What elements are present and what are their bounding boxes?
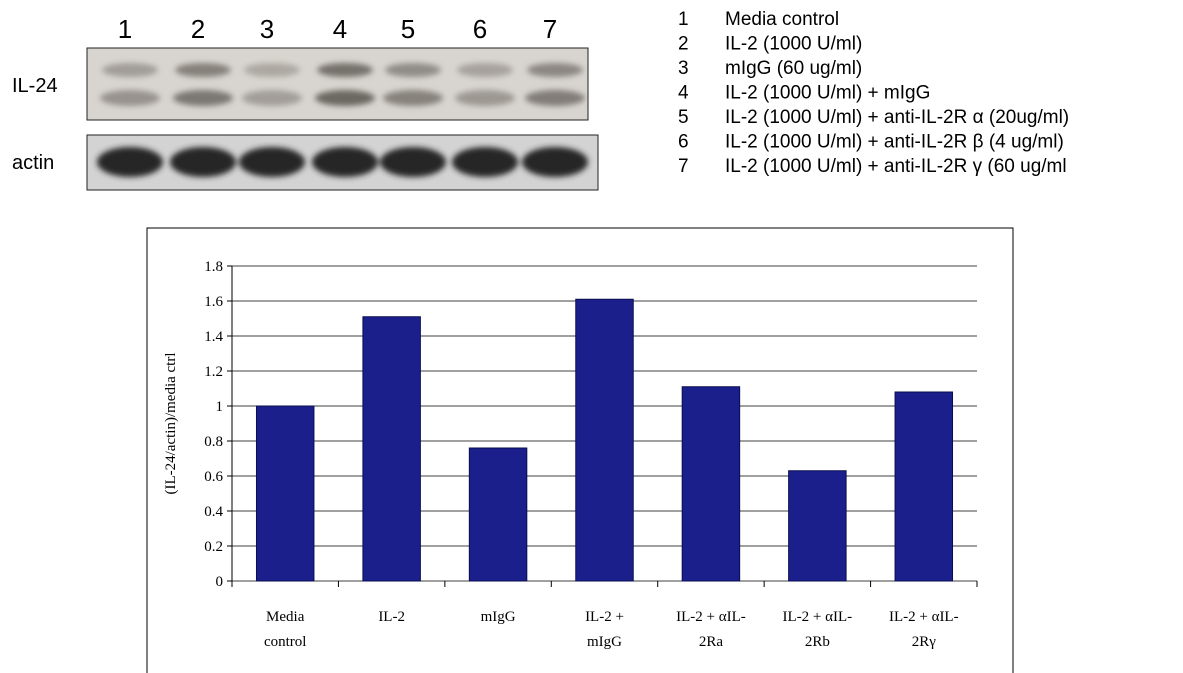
x-tick-label: 2Rγ (912, 634, 937, 650)
lane-number: 2 (191, 14, 205, 44)
legend-text: mIgG (60 ug/ml) (725, 58, 862, 79)
x-tick-label: 2Ra (699, 634, 724, 650)
band (173, 90, 233, 106)
x-tick-label: IL-2 + αIL- (676, 609, 746, 625)
band (102, 63, 158, 77)
band (383, 90, 443, 106)
band (312, 147, 378, 177)
legend-text: IL-2 (1000 U/ml) + anti-IL-2R α (20ug/ml… (725, 107, 1069, 128)
x-tick-label: 2Rb (805, 634, 830, 650)
band (175, 63, 231, 77)
legend-text: IL-2 (1000 U/ml) + anti-IL-2R β (4 ug/ml… (725, 132, 1064, 153)
lane-number: 1 (118, 14, 132, 44)
band (452, 147, 518, 177)
band (522, 147, 588, 177)
legend-number: 2 (678, 34, 689, 55)
y-tick-label: 0.4 (204, 504, 223, 520)
bar (681, 386, 741, 582)
legend-number: 7 (678, 156, 689, 177)
band (317, 63, 373, 77)
band (385, 63, 441, 77)
y-tick-label: 0 (216, 574, 224, 590)
legend-number: 4 (678, 83, 689, 104)
row-label: actin (12, 152, 54, 174)
legend-text: Media control (725, 9, 839, 30)
band (244, 63, 300, 77)
x-tick-label: IL-2 + αIL- (889, 609, 959, 625)
bar (575, 298, 634, 582)
x-tick-label: Media (266, 609, 305, 625)
legend-text: IL-2 (1000 U/ml) (725, 34, 862, 55)
chart-frame (146, 227, 1014, 673)
x-tick-label: IL-2 (378, 609, 405, 625)
y-tick-label: 0.8 (204, 434, 223, 450)
y-tick-label: 1.8 (204, 259, 223, 275)
y-tick-label: 1 (216, 399, 224, 415)
lane-number: 6 (473, 14, 487, 44)
band (100, 90, 160, 106)
bar (362, 316, 421, 582)
row-label: IL-24 (12, 75, 58, 97)
band (455, 90, 515, 106)
band (97, 147, 163, 177)
band (525, 90, 585, 106)
bar (788, 470, 847, 582)
x-tick-label: IL-2 + αIL- (783, 609, 853, 625)
x-tick-label: IL-2 + (585, 609, 624, 625)
lane-number: 7 (543, 14, 557, 44)
y-tick-label: 0.6 (204, 469, 223, 485)
band (380, 147, 446, 177)
legend-text: IL-2 (1000 U/ml) + mIgG (725, 83, 930, 104)
y-tick-label: 1.4 (204, 329, 223, 345)
band (170, 147, 236, 177)
legend-number: 1 (678, 9, 689, 30)
x-tick-label: mIgG (481, 609, 516, 625)
band (315, 90, 375, 106)
lane-number: 4 (333, 14, 347, 44)
legend-number: 5 (678, 107, 689, 128)
legend-number: 6 (678, 132, 689, 153)
legend-number: 3 (678, 58, 689, 79)
bar (255, 405, 315, 582)
y-tick-label: 0.2 (204, 539, 223, 555)
y-axis-label: (IL-24/actin)/media ctrl (163, 352, 179, 494)
y-tick-label: 1.2 (204, 364, 223, 380)
lane-number: 3 (260, 14, 274, 44)
y-tick-label: 1.6 (204, 294, 223, 310)
bar (894, 391, 954, 582)
band (527, 63, 583, 77)
x-tick-label: mIgG (587, 634, 622, 650)
band (242, 90, 302, 106)
lane-number: 5 (401, 14, 415, 44)
band (457, 63, 513, 77)
blot-il24 (86, 47, 589, 121)
x-tick-label: control (264, 634, 307, 650)
bands (97, 63, 588, 177)
legend-text: IL-2 (1000 U/ml) + anti-IL-2R γ (60 ug/m… (725, 156, 1067, 177)
bar (468, 447, 528, 582)
band (239, 147, 305, 177)
